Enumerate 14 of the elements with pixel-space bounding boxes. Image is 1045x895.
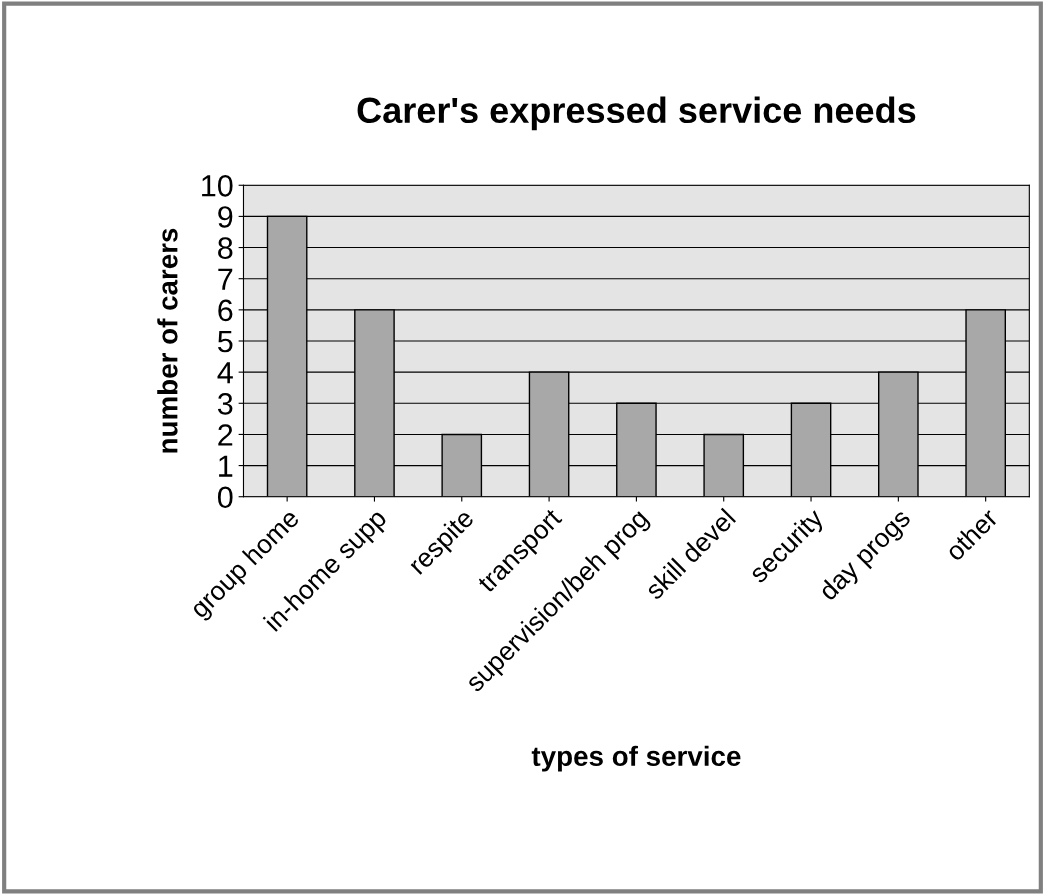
y-tick-label: 0 (217, 486, 233, 509)
y-tick-label: 7 (218, 268, 233, 290)
y-axis-title: number of carers (157, 228, 178, 453)
y-tick-label: 8 (218, 237, 233, 259)
y-tick-label: 3 (217, 393, 233, 415)
y-tick-label: 10 (202, 175, 233, 197)
y-tick-label: 1 (219, 455, 233, 477)
y-tick-label: 6 (218, 299, 233, 322)
y-tick-label: 9 (218, 206, 233, 228)
y-tick-label: 5 (217, 331, 233, 353)
chart-title: Carer's expressed service needs (357, 96, 916, 131)
y-tick-label: 4 (217, 362, 233, 384)
x-axis-title: types of service (531, 745, 741, 772)
y-tick-label: 2 (218, 424, 233, 446)
